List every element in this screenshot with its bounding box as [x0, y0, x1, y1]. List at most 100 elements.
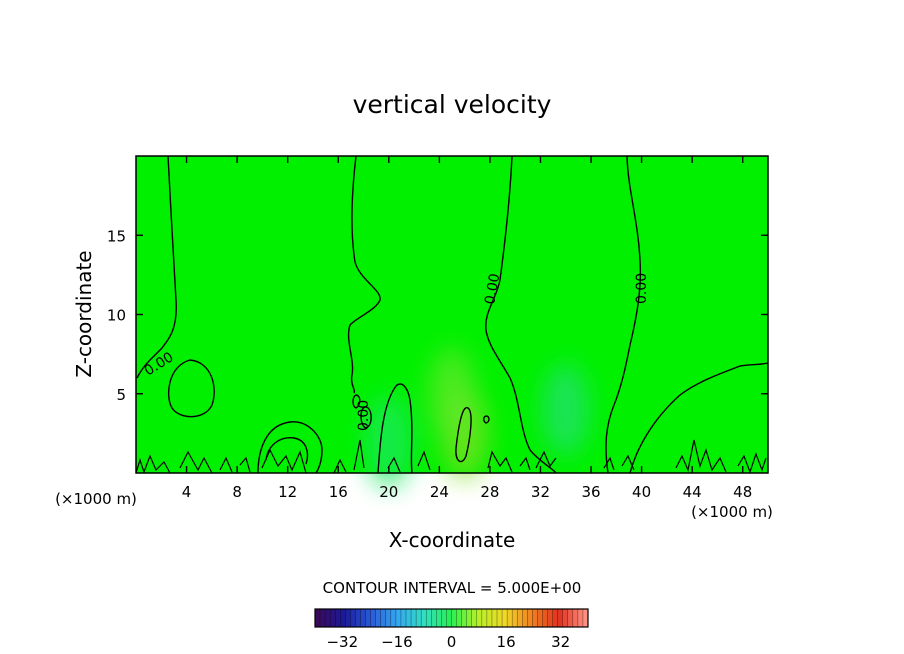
contour-updraft-core [455, 407, 472, 463]
colorbar-cell [512, 609, 518, 627]
colorbar-cell [406, 609, 412, 627]
colorbar-cell [436, 609, 442, 627]
colorbar-cell [507, 609, 513, 627]
x-tick-label: 28 [480, 483, 499, 501]
colorbar-cell [461, 609, 467, 627]
x-tick-label: 8 [232, 483, 242, 501]
velocity-highlight [541, 363, 590, 456]
contour-line-far-right [629, 362, 769, 474]
x-axis-unit-right: (×1000 m) [691, 503, 773, 521]
colorbar-cell [502, 609, 508, 627]
contour-loop-near-16 [352, 394, 361, 409]
y-axis: 5 10 15 [107, 227, 768, 404]
colorbar-cell [340, 609, 346, 627]
colorbar-tick-label: −16 [381, 633, 413, 651]
x-tick-label: 24 [430, 483, 449, 501]
colorbar-cell [481, 609, 488, 627]
y-tick-label: 10 [107, 307, 126, 325]
contour-label: 0.00 [634, 273, 650, 304]
colorbar-cell [330, 609, 336, 627]
colorbar-cell [390, 609, 397, 627]
y-tick-label: 15 [107, 227, 126, 245]
colorbar-cell [486, 609, 493, 627]
colorbar-cell [350, 609, 356, 627]
contour-cell-inner [265, 437, 309, 465]
colorbar-cell [537, 609, 543, 627]
colorbar-cell [380, 609, 387, 627]
colorbar-cell [547, 609, 553, 627]
contour-boundary-noise [135, 439, 767, 474]
x-tick-label: 44 [683, 483, 702, 501]
x-tick-label: 12 [278, 483, 297, 501]
contour-lines [135, 155, 769, 474]
colorbar-cell [466, 609, 473, 627]
colorbar-cell [522, 609, 528, 627]
x-axis-label: X-coordinate [389, 528, 516, 552]
contour-interval-text: CONTOUR INTERVAL = 5.000E+00 [323, 579, 582, 597]
plot-area: 0.00 0.00 0.00 0.00 [135, 155, 769, 488]
colorbar-cell [370, 609, 376, 627]
colorbar-cell [446, 609, 452, 627]
contour-line-middle-left [347, 155, 381, 394]
colorbar-cell [360, 609, 366, 627]
colorbar-cell [451, 609, 457, 627]
colorbar-cell [491, 609, 498, 627]
colorbar-cell [577, 609, 584, 627]
colorbar-cell [431, 609, 437, 627]
x-tick-label: 48 [733, 483, 752, 501]
contour-small-loop [483, 415, 490, 424]
colorbar-cell [456, 609, 462, 627]
x-tick-label: 32 [531, 483, 550, 501]
contour-loop-near-18 [360, 406, 372, 429]
colorbar-cell [320, 609, 326, 627]
colorbar-tick-label: −32 [326, 633, 358, 651]
colorbar-frame [314, 608, 589, 628]
contour-label: 0.00 [482, 272, 503, 305]
contour-label: 0.00 [356, 400, 372, 431]
colorbar-cell [497, 609, 503, 627]
colorbar-cell [421, 609, 427, 627]
colorbar-cell [527, 609, 533, 627]
chart-title: vertical velocity [353, 90, 552, 119]
colorbar-cell [532, 609, 538, 627]
contour-cell-low-left [257, 421, 323, 474]
colorbar [314, 608, 589, 628]
colorbar-cell [385, 609, 392, 627]
colorbar-cell [400, 609, 407, 627]
contour-line-left [136, 155, 177, 379]
colorbar-cell [416, 609, 422, 627]
colorbar-cell [315, 609, 321, 627]
colorbar-cell [471, 609, 478, 627]
velocity-highlights [364, 347, 590, 488]
colorbar-cell [375, 609, 382, 627]
colorbar-cell [325, 609, 331, 627]
colorbar-ticks: −32 −16 0 16 32 [326, 633, 570, 651]
colorbar-cell [441, 609, 447, 627]
velocity-highlight [428, 347, 476, 440]
colorbar-cell [365, 609, 371, 627]
colorbar-cell [335, 609, 341, 627]
x-tick-label: 4 [182, 483, 192, 501]
colorbar-tick-label: 32 [551, 633, 570, 651]
colorbar-cell [567, 609, 574, 627]
contour-loop-left [167, 359, 215, 418]
colorbar-cell [517, 609, 523, 627]
velocity-highlight [364, 395, 413, 488]
colorbar-cell [582, 609, 589, 627]
colorbar-cell [395, 609, 402, 627]
contour-line-right [605, 155, 642, 474]
colorbar-cell [572, 609, 579, 627]
x-tick-label: 40 [632, 483, 651, 501]
x-axis: 4 8 12 16 20 24 28 32 36 40 44 48 [182, 156, 752, 501]
colorbar-cell [426, 609, 432, 627]
colorbar-cell [552, 609, 558, 627]
contour-line-middle-right [485, 155, 557, 474]
colorbar-cell [411, 609, 417, 627]
colorbar-cell [542, 609, 548, 627]
contour-labels: 0.00 0.00 0.00 0.00 [142, 272, 650, 431]
y-tick-label: 5 [116, 386, 126, 404]
contour-cell-center [377, 383, 413, 474]
colorbar-tick-label: 0 [447, 633, 457, 651]
y-axis-label: Z-coordinate [72, 250, 96, 377]
